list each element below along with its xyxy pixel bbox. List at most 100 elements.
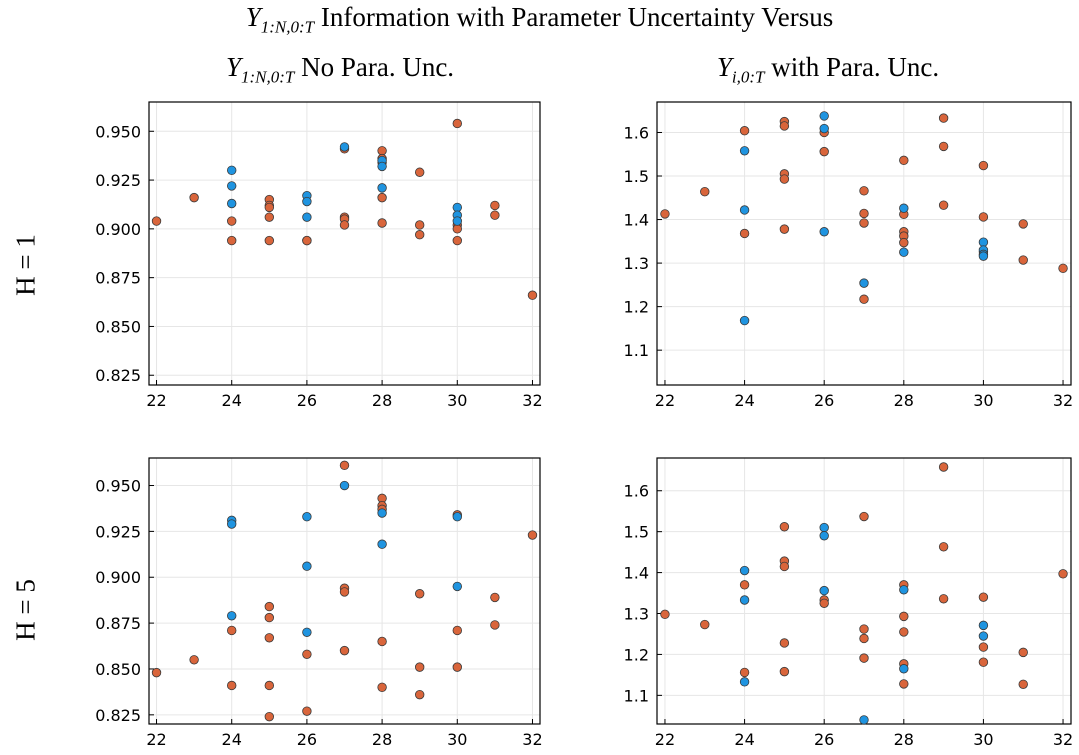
data-point-blue	[819, 123, 829, 134]
x-tick-label: 28	[894, 391, 914, 410]
data-point-blue	[227, 611, 237, 621]
data-point-orange	[490, 200, 500, 211]
data-point-blue	[899, 247, 909, 257]
data-point-orange	[227, 235, 237, 246]
col-right-text: with Para. Unc.	[771, 52, 940, 82]
data-point-orange	[452, 625, 462, 636]
data-point-blue	[899, 664, 909, 674]
data-point-orange	[452, 118, 462, 129]
data-point-orange	[151, 216, 162, 226]
data-point-orange	[452, 224, 462, 234]
x-tick-label: 32	[1053, 730, 1073, 749]
data-point-orange	[227, 216, 237, 226]
data-point-orange	[859, 208, 869, 219]
x-tick-label: 32	[522, 391, 542, 410]
data-point-orange	[264, 212, 275, 222]
data-point-orange	[377, 192, 387, 203]
data-point-orange	[302, 706, 312, 716]
data-point-orange	[819, 598, 829, 608]
data-point-blue	[227, 198, 237, 209]
col-right-math: Y	[716, 52, 732, 82]
data-point-orange	[899, 679, 909, 689]
data-point-orange	[859, 633, 869, 644]
data-point-orange	[339, 587, 350, 597]
data-point-blue	[339, 142, 350, 152]
data-point-orange	[938, 594, 949, 604]
data-point-orange	[189, 655, 199, 665]
data-point-orange	[414, 230, 425, 240]
data-point-orange	[414, 689, 425, 700]
panel-bottom-right: 22 24 26 28 30 32 1.1 1.2 1.3 1.4 1.5 1.6	[624, 457, 1073, 749]
y-tick-label: 0.900	[95, 568, 141, 587]
data-point-orange	[660, 209, 670, 219]
data-point-orange	[264, 235, 275, 246]
data-point-blue	[339, 480, 350, 491]
data-point-orange	[151, 667, 162, 678]
panel-top-right: 22 24 26 28 30 32 1.1 1.2 1.3 1.4 1.5 1.6	[624, 101, 1073, 410]
super-title: Y1:N,0:T Information with Parameter Unce…	[0, 2, 1079, 37]
data-point-orange	[339, 460, 350, 471]
data-point-blue	[739, 315, 750, 326]
data-point-orange	[978, 160, 989, 171]
data-point-orange	[527, 530, 538, 540]
data-point-blue	[452, 216, 462, 226]
data-point-orange	[302, 649, 312, 659]
x-tick-label: 28	[372, 730, 392, 749]
x-tick-label: 22	[146, 730, 166, 749]
plot-frame	[656, 101, 1072, 386]
data-point-orange	[859, 511, 869, 522]
y-tick-label: 1.1	[624, 341, 649, 360]
x-tick-label: 30	[447, 391, 467, 410]
x-tick-label: 30	[973, 391, 993, 410]
data-point-blue	[819, 585, 829, 596]
x-tick-label: 26	[297, 730, 317, 749]
data-point-orange	[739, 228, 750, 239]
data-point-orange	[938, 141, 949, 152]
plot-frame	[148, 457, 541, 725]
data-point-orange	[414, 220, 425, 230]
data-point-orange	[978, 657, 989, 667]
col-right-math-sub: i,0:T	[731, 67, 765, 87]
data-point-orange	[819, 146, 829, 157]
y-tick-label: 0.875	[95, 614, 141, 633]
data-point-blue	[978, 620, 989, 631]
data-point-orange	[859, 218, 869, 228]
data-point-orange	[739, 667, 750, 678]
data-point-orange	[527, 290, 538, 300]
data-point-orange	[739, 580, 750, 590]
data-point-orange	[264, 202, 275, 213]
col-left-math-sub: 1:N,0:T	[240, 67, 295, 87]
data-point-orange	[779, 666, 790, 677]
data-point-orange	[779, 561, 790, 572]
y-tick-label: 0.850	[95, 317, 141, 336]
x-tick-label: 24	[734, 730, 754, 749]
data-point-orange	[414, 662, 425, 672]
data-point-blue	[819, 531, 829, 541]
x-tick-label: 30	[973, 730, 993, 749]
data-point-orange	[490, 210, 500, 220]
data-point-orange	[189, 192, 199, 203]
data-point-orange	[414, 589, 425, 599]
y-tick-label: 1.2	[624, 298, 649, 317]
data-point-orange	[1058, 569, 1068, 579]
y-tick-label: 0.875	[95, 269, 141, 288]
y-tick-label: 1.3	[624, 605, 649, 624]
x-tick-label: 32	[522, 730, 542, 749]
data-point-orange	[339, 220, 350, 230]
super-title-math: Y	[245, 2, 261, 32]
data-point-blue	[978, 631, 989, 641]
data-point-orange	[377, 146, 387, 156]
data-point-orange	[899, 611, 909, 622]
data-point-orange	[779, 522, 790, 532]
data-point-blue	[302, 212, 312, 222]
data-point-blue	[819, 227, 829, 237]
y-tick-label: 0.925	[95, 522, 141, 541]
y-tick-label: 1.1	[624, 686, 649, 705]
data-point-orange	[264, 633, 275, 643]
data-point-blue	[302, 512, 312, 522]
data-point-blue	[452, 581, 462, 592]
x-tick-label: 24	[222, 391, 242, 410]
y-tick-label: 1.3	[624, 254, 649, 273]
data-point-orange	[1018, 255, 1028, 265]
data-point-blue	[978, 251, 989, 261]
